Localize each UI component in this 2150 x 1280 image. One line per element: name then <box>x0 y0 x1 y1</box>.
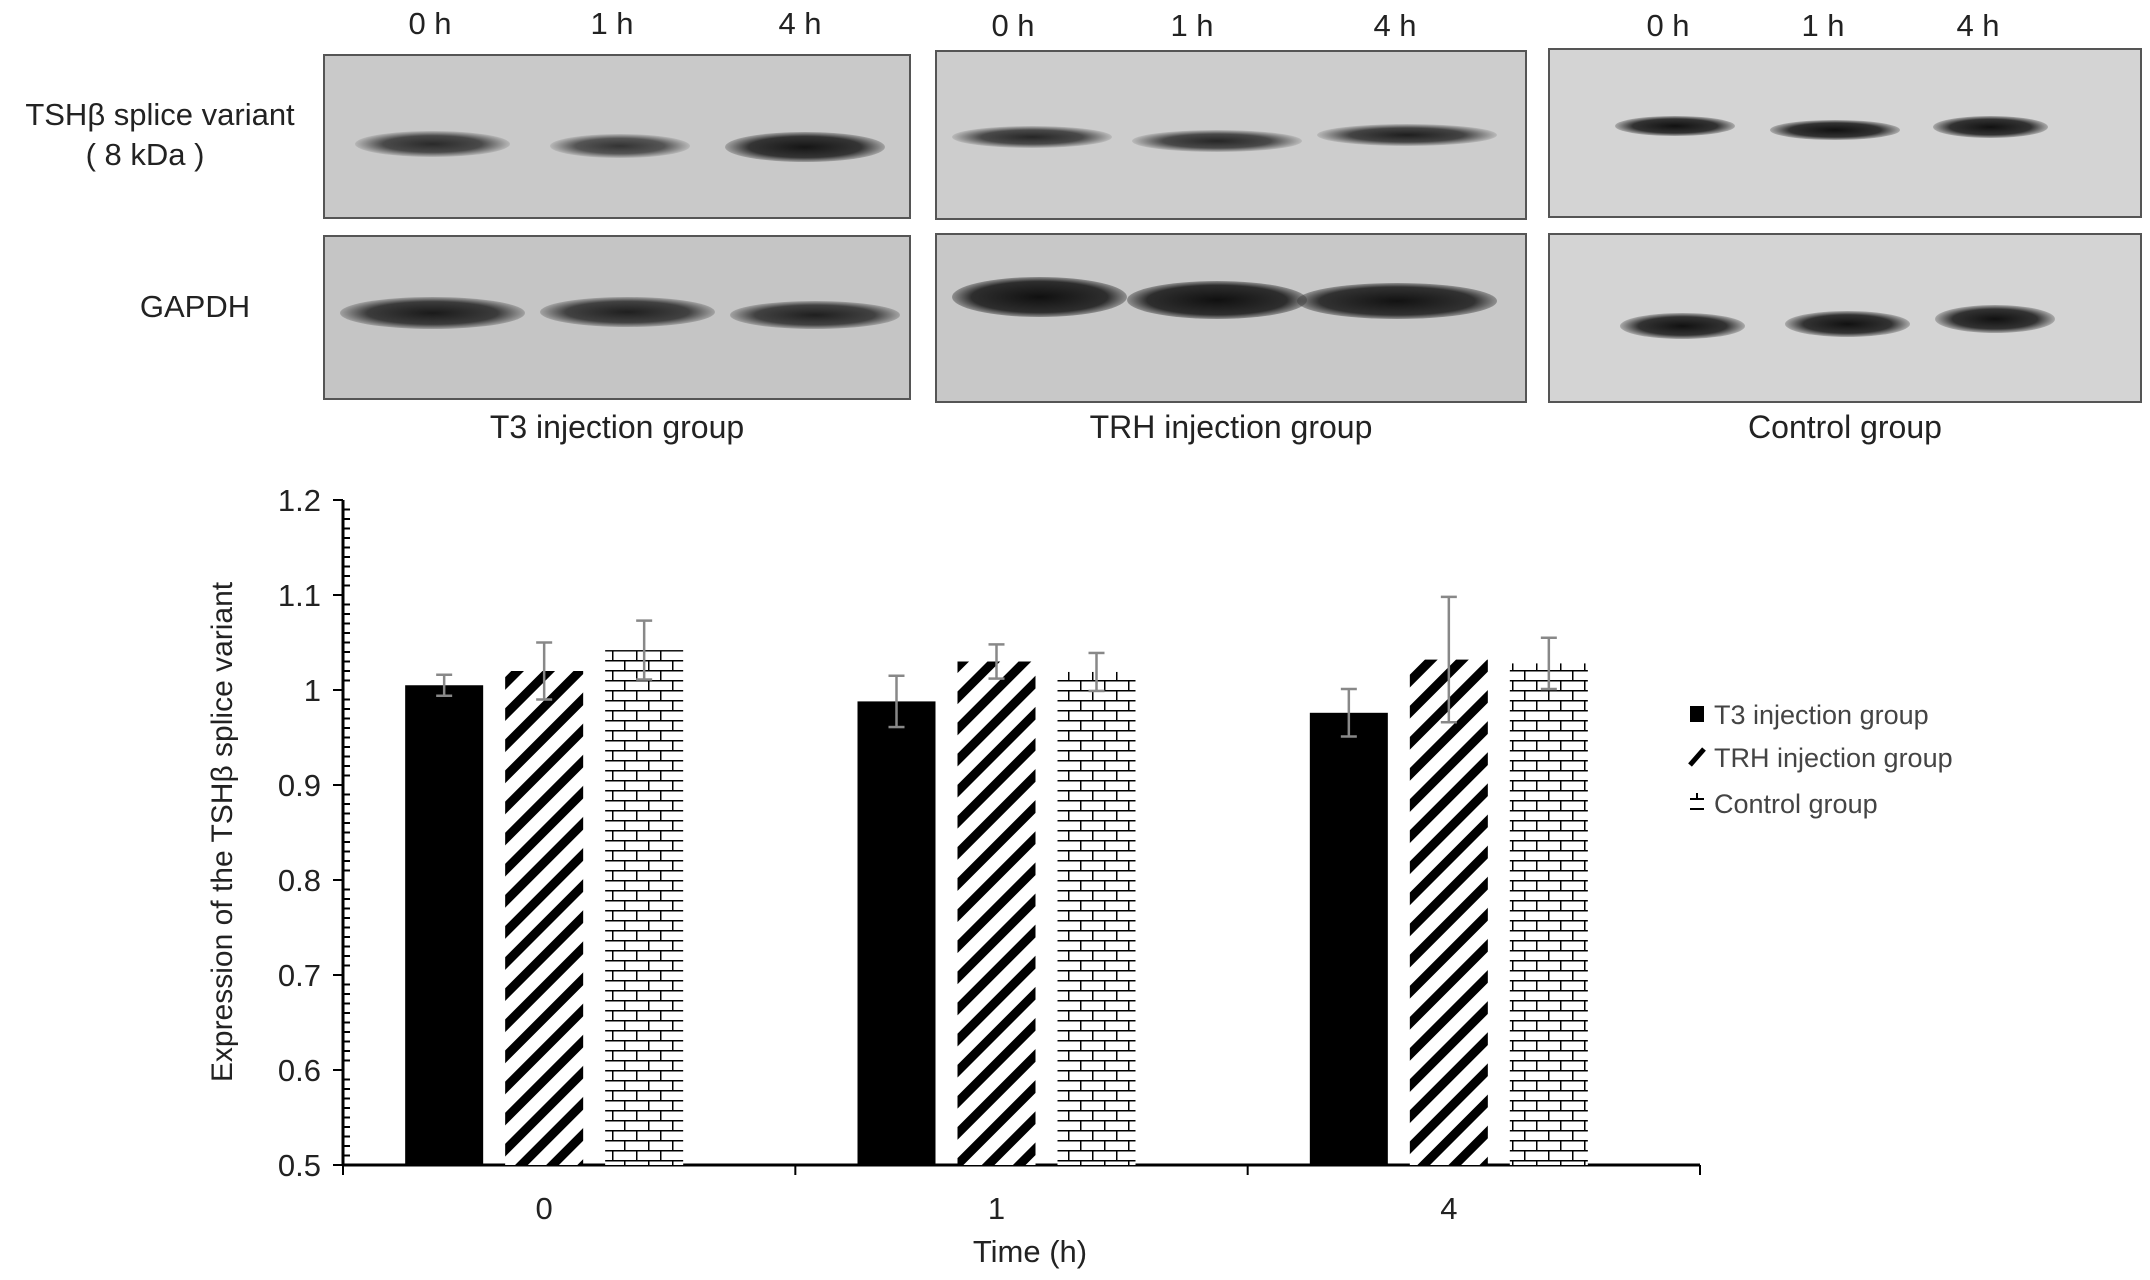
x-tick-label: 4 <box>1440 1191 1457 1226</box>
bar-solid-black <box>857 701 936 1165</box>
blot-band <box>1127 281 1307 319</box>
bar-brick <box>1509 663 1588 1165</box>
blot-band <box>355 131 510 157</box>
lane-label-0h: 0 h <box>1646 8 1690 43</box>
bar-diagonal-stripes <box>957 661 1036 1165</box>
lane-label-1h: 1 h <box>1801 8 1845 43</box>
blot-band <box>1935 305 2055 333</box>
blot-band <box>550 134 690 158</box>
blot-panel-t3-gapdh <box>323 235 911 400</box>
lane-label-0h: 0 h <box>408 6 452 41</box>
bar-brick <box>605 650 684 1165</box>
blot-band <box>952 126 1112 148</box>
row-label-tsh-line2: ( 8 kDa ) <box>85 137 205 172</box>
lane-label-4h: 4 h <box>778 6 822 41</box>
blot-panel-trh-gapdh <box>935 233 1527 403</box>
blot-band <box>1615 116 1735 136</box>
lane-label-1h: 1 h <box>1170 8 1214 43</box>
y-tick-label: 0.6 <box>278 1053 321 1088</box>
y-tick-label: 0.8 <box>278 863 321 898</box>
error-bars <box>436 595 1557 738</box>
legend-label: TRH injection group <box>1714 743 1953 773</box>
group-caption-control: Control group <box>1748 409 1942 445</box>
bar-chart: 0.5 0.6 0.7 0.8 0.9 1 1.1 1.2 0 1 4 Time (h) Express… <box>206 483 1953 1269</box>
bar-diagonal-stripes <box>505 671 584 1165</box>
blot-band <box>1297 283 1497 319</box>
legend-swatch-t3 <box>1690 706 1704 722</box>
group-caption-trh: TRH injection group <box>1089 409 1373 445</box>
bar-brick <box>1057 671 1136 1165</box>
lane-label-1h: 1 h <box>590 6 634 41</box>
x-tick-label: 0 <box>536 1191 553 1226</box>
legend-swatch-trh <box>1688 747 1706 767</box>
y-tick-label: 1 <box>304 673 321 708</box>
blot-panel-control-gapdh <box>1548 233 2142 403</box>
blot-panel-control-tsh <box>1548 48 2142 218</box>
x-tick-label: 1 <box>988 1191 1005 1226</box>
bars <box>405 650 1588 1165</box>
y-tick-label: 1.2 <box>278 483 321 518</box>
blot-band <box>540 297 715 327</box>
y-axis-title: Expression of the TSHβ splice variant <box>206 581 239 1082</box>
blot-band <box>952 277 1127 317</box>
y-tick-label: 1.1 <box>278 578 321 613</box>
y-tick-label: 0.7 <box>278 958 321 993</box>
bar-solid-black <box>1309 712 1388 1165</box>
blot-band <box>1785 311 1910 337</box>
x-axis-title: Time (h) <box>973 1234 1087 1269</box>
blot-band <box>340 297 525 329</box>
lane-label-0h: 0 h <box>991 8 1035 43</box>
group-caption-t3: T3 injection group <box>489 409 745 445</box>
y-tick-label: 0.5 <box>278 1148 321 1183</box>
blot-panel-trh-tsh <box>935 50 1527 220</box>
blot-band <box>1317 124 1497 146</box>
bar-diagonal-stripes <box>1409 659 1488 1165</box>
y-tick-label: 0.9 <box>278 768 321 803</box>
row-label-tsh-line1: TSHβ splice variant <box>25 97 295 132</box>
blot-band <box>725 132 885 162</box>
blot-band <box>1933 116 2048 138</box>
legend-label: T3 injection group <box>1714 700 1929 730</box>
blot-band <box>1132 130 1302 152</box>
lane-label-4h: 4 h <box>1373 8 1417 43</box>
row-label-gapdh: GAPDH <box>139 289 251 324</box>
blot-band <box>1770 120 1900 140</box>
lane-label-4h: 4 h <box>1956 8 2000 43</box>
legend-label: Control group <box>1714 789 1878 819</box>
blot-band <box>730 301 900 329</box>
axis-labels: 0.5 0.6 0.7 0.8 0.9 1 1.1 1.2 0 1 4 Time (h) Express… <box>206 483 1457 1269</box>
legend: T3 injection group TRH injection group Con… <box>1688 700 1953 819</box>
bar-solid-black <box>405 685 484 1165</box>
blot-band <box>1620 313 1745 339</box>
blot-panel-t3-tsh <box>323 54 911 219</box>
